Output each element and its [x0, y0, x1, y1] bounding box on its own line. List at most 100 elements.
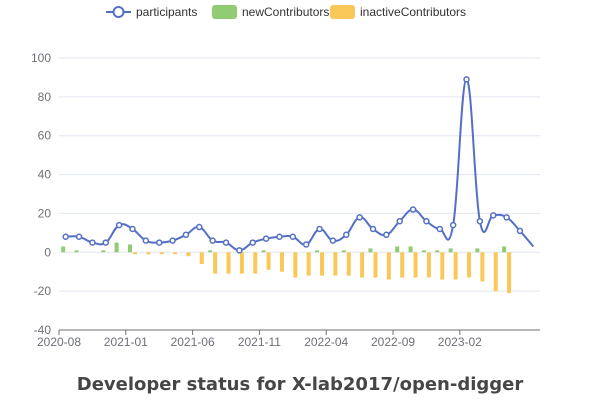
bar-inactive-contributors: [440, 252, 445, 280]
participants-point: [329, 237, 337, 244]
bar-inactive-contributors: [467, 252, 472, 278]
legend-label: newContributors: [242, 5, 329, 19]
legend-item-participants[interactable]: participants: [106, 5, 197, 19]
legend-label: participants: [136, 5, 197, 19]
x-tick-label: 2023-02: [438, 335, 482, 349]
bar-inactive-contributors: [279, 252, 284, 272]
bar-inactive-contributors: [253, 252, 258, 274]
participants-point: [436, 225, 444, 233]
chart-title: Developer status for X-lab2017/open-digg…: [77, 374, 524, 395]
participants-point: [115, 221, 123, 229]
participants-point: [182, 231, 190, 239]
bar-new-contributors: [101, 250, 106, 253]
bar-inactive-contributors: [199, 252, 204, 264]
legend-item-inactiveContributors[interactable]: inactiveContributors: [330, 5, 466, 19]
bar-inactive-contributors: [146, 252, 151, 255]
bar-inactive-contributors: [373, 252, 378, 278]
legend-swatch: [330, 5, 355, 19]
bar-new-contributors: [261, 250, 266, 253]
x-tick-label: 2022-04: [304, 335, 348, 349]
y-tick-label: -20: [34, 284, 52, 298]
bar-new-contributors: [475, 248, 480, 253]
participants-point: [476, 217, 484, 225]
participants-point: [276, 233, 283, 240]
bar-new-contributors: [421, 250, 426, 253]
participants-point: [169, 237, 176, 244]
legend-label: inactiveContributors: [360, 5, 466, 19]
participants-point: [516, 227, 524, 235]
participants-point: [75, 233, 83, 240]
participants-point: [129, 225, 136, 233]
participants-point: [356, 214, 363, 221]
bar-new-contributors: [208, 250, 213, 253]
participants-point: [222, 239, 230, 246]
y-tick-label: 100: [31, 51, 51, 65]
participants-point: [236, 247, 243, 254]
bar-inactive-contributors: [480, 252, 485, 282]
participants-point: [409, 206, 417, 213]
y-tick-label: 40: [38, 168, 52, 182]
y-tick-label: 20: [38, 206, 52, 220]
bar-inactive-contributors: [386, 252, 391, 280]
participants-point: [423, 217, 430, 225]
bar-new-contributors: [368, 248, 373, 253]
x-tick-label: 2021-06: [171, 335, 215, 349]
bar-new-contributors: [408, 246, 413, 253]
participants-point: [343, 231, 350, 239]
legend-item-newContributors[interactable]: newContributors: [212, 5, 329, 19]
inactive-contributors-bars: [132, 252, 512, 294]
bar-new-contributors: [315, 250, 320, 253]
participants-point: [196, 223, 203, 231]
legend[interactable]: participants newContributors inactiveContr…: [106, 5, 466, 19]
x-tick-label: 2022-09: [371, 335, 415, 349]
participants-point: [396, 217, 403, 225]
grid-lines: [59, 57, 540, 331]
participants-point: [209, 237, 216, 244]
x-tick-label: 2021-11: [238, 335, 281, 349]
bar-new-contributors: [61, 246, 66, 253]
participants-point: [62, 233, 69, 240]
bar-inactive-contributors: [159, 252, 164, 255]
legend-swatch: [212, 5, 237, 19]
participants-point: [155, 239, 163, 246]
y-tick-label: 0: [44, 245, 51, 259]
bar-new-contributors: [74, 250, 79, 253]
bar-inactive-contributors: [173, 252, 178, 255]
bar-inactive-contributors: [507, 252, 512, 294]
participants-point: [302, 241, 310, 248]
participants-point: [89, 239, 96, 246]
participants-point: [463, 76, 470, 83]
bar-inactive-contributors: [413, 252, 418, 278]
bar-inactive-contributors: [186, 252, 191, 257]
participants-point: [289, 233, 297, 240]
participants-point: [262, 235, 270, 242]
bar-new-contributors: [435, 250, 440, 253]
participants-point: [316, 225, 323, 233]
bar-inactive-contributors: [226, 252, 231, 274]
bar-inactive-contributors: [132, 252, 137, 255]
bar-inactive-contributors: [306, 252, 311, 276]
participants-point: [249, 239, 256, 246]
participants-series: [62, 76, 535, 254]
participants-point: [503, 214, 510, 221]
bar-inactive-contributors: [293, 252, 298, 278]
participants-point: [383, 231, 390, 239]
bar-new-contributors: [395, 246, 400, 253]
bar-inactive-contributors: [400, 252, 405, 278]
participants-line: [65, 78, 535, 252]
bar-new-contributors: [341, 250, 346, 253]
bar-inactive-contributors: [239, 252, 244, 274]
bar-inactive-contributors: [213, 252, 218, 274]
axes: -40 -20 0 20 40 60 80 100 2020-08 2021-01 2021-06 2…: [31, 51, 540, 349]
y-tick-label: 60: [38, 129, 52, 143]
new-contributors-bars: [61, 242, 507, 253]
bar-inactive-contributors: [426, 252, 431, 278]
x-tick-label: 2021-01: [104, 335, 148, 349]
y-tick-label: 80: [38, 90, 52, 104]
bar-inactive-contributors: [346, 252, 351, 276]
legend-swatch-marker: [112, 6, 125, 18]
participants-point: [102, 239, 110, 246]
bar-new-contributors: [502, 246, 507, 253]
bar-inactive-contributors: [266, 252, 271, 270]
